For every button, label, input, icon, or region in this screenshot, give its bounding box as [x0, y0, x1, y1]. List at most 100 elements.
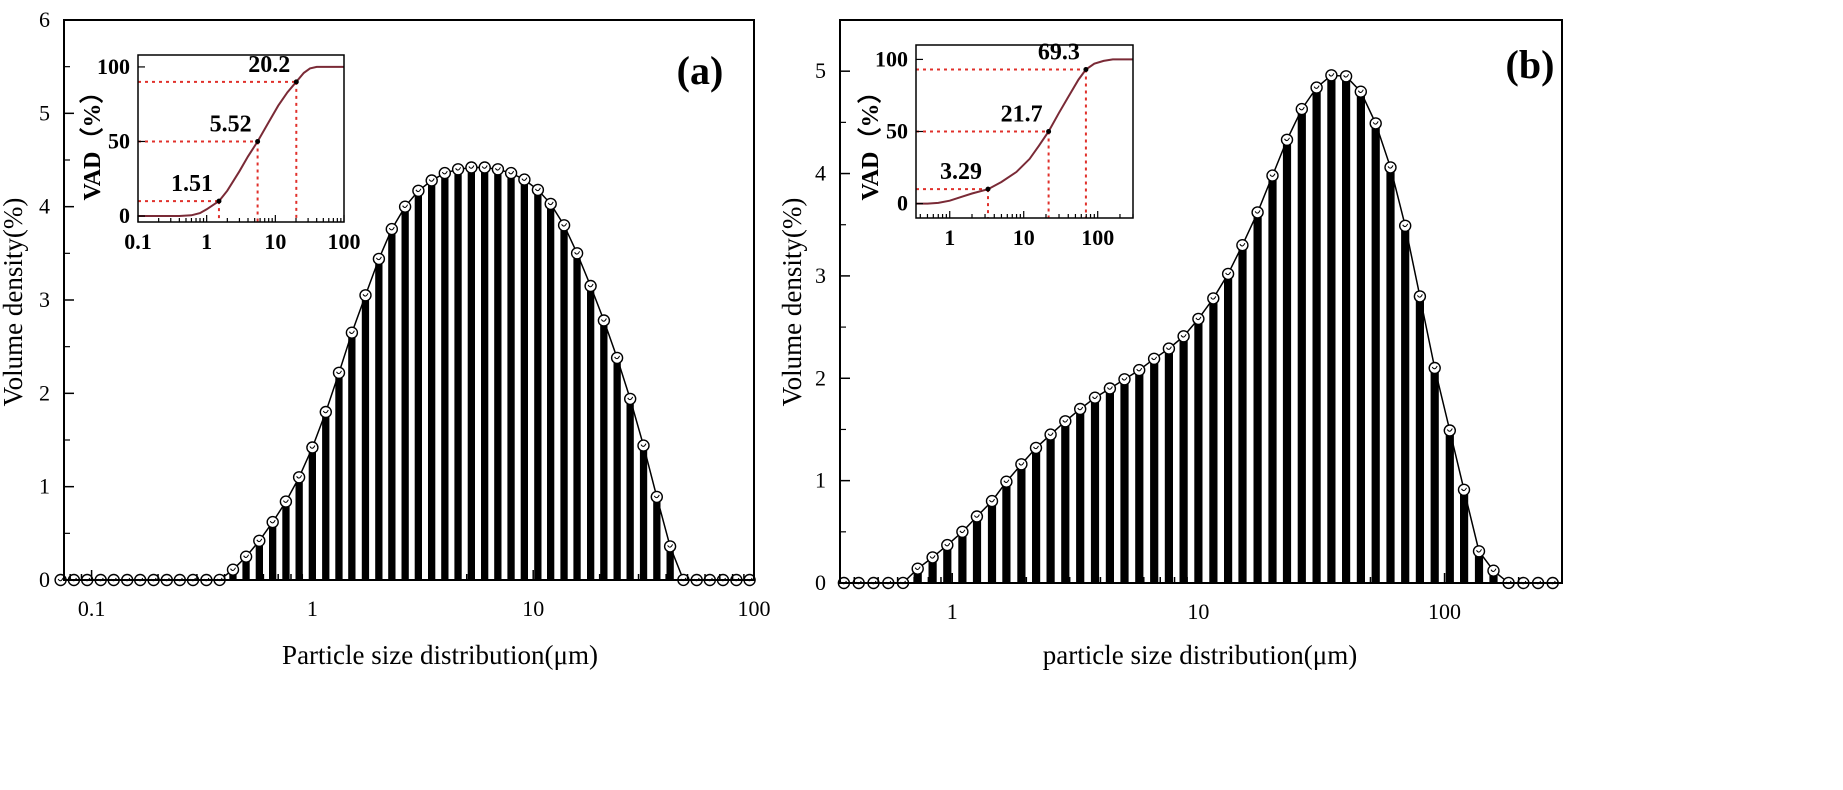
point-glyph [402, 204, 409, 208]
bar [639, 445, 648, 580]
point-circle [911, 562, 924, 575]
bar [401, 206, 409, 580]
point-glyph [989, 498, 995, 503]
data-point [650, 490, 663, 504]
marker-dot [293, 79, 299, 85]
point-glyph [309, 445, 316, 449]
marker-dot [216, 198, 222, 204]
bar [613, 357, 621, 580]
point-glyph [1180, 334, 1187, 338]
point-circle [610, 351, 624, 365]
data-point [1354, 85, 1368, 98]
point-glyph [348, 330, 355, 334]
point-glyph [944, 542, 951, 547]
point-circle [663, 540, 677, 553]
data-point [970, 510, 984, 523]
point-circle [1295, 102, 1309, 116]
point-glyph [653, 494, 660, 499]
bar [1046, 434, 1055, 583]
data-point [1044, 428, 1057, 441]
bar [547, 203, 555, 580]
bar [1135, 370, 1144, 583]
data-point [597, 314, 611, 327]
point-circle [1443, 424, 1457, 437]
x-tick-label: 100 [738, 596, 771, 621]
x-axis-title: Particle size distribution(μm) [282, 640, 598, 670]
y-axis-title: Volume density(%) [777, 198, 807, 407]
inset-y-axis-title: VAD（%） [79, 80, 106, 201]
point-circle [279, 495, 293, 508]
inset-y-axis-title: VAD（%） [857, 80, 884, 201]
point-circle [1132, 363, 1146, 377]
inset-y-tick-label: 100 [875, 46, 908, 71]
bar [1342, 76, 1351, 584]
bar [388, 229, 396, 580]
data-point [226, 563, 240, 576]
data-point [372, 252, 386, 266]
point-circle [306, 441, 319, 454]
data-point [1132, 363, 1146, 377]
point-glyph [1313, 85, 1320, 89]
point-circle [1147, 352, 1161, 365]
point-glyph [627, 396, 634, 401]
point-glyph [640, 443, 647, 447]
inset-x-tick-label: 0.1 [124, 229, 152, 254]
point-circle [637, 439, 650, 452]
point-circle [531, 183, 545, 197]
bar [414, 190, 422, 581]
plot-frame [839, 19, 1563, 584]
data-point [624, 392, 637, 406]
bar [666, 546, 674, 580]
point-circle [956, 525, 969, 538]
bar [987, 501, 997, 583]
point-glyph [1210, 296, 1217, 300]
data-point [911, 562, 924, 575]
data-point [1029, 441, 1043, 455]
point-circle [1000, 475, 1013, 488]
point-circle [1236, 238, 1249, 252]
point-circle [557, 219, 571, 232]
data-point [398, 200, 412, 213]
point-circle [1457, 483, 1471, 496]
point-circle [1413, 290, 1427, 303]
point-glyph [282, 499, 289, 503]
data-point [1472, 545, 1486, 558]
point-circle [1472, 545, 1486, 558]
point-glyph [1195, 316, 1202, 321]
bar [972, 516, 982, 583]
bar [1327, 75, 1336, 584]
point-circle [491, 163, 505, 176]
point-glyph [1431, 365, 1438, 370]
point-circle [438, 166, 451, 180]
bar [1253, 212, 1262, 583]
point-circle [650, 490, 663, 504]
data-point [1428, 361, 1441, 375]
x-tick-label: 100 [1428, 599, 1461, 624]
point-circle [597, 314, 611, 327]
bar [375, 258, 383, 580]
point-glyph [1254, 210, 1261, 214]
bar [1150, 358, 1159, 583]
point-circle [398, 200, 412, 213]
point-glyph [1106, 386, 1113, 390]
inset-frame [137, 54, 345, 223]
data-point [1162, 342, 1176, 355]
point-circle [425, 174, 438, 187]
point-circle [624, 392, 637, 406]
point-circle [1221, 267, 1235, 281]
point-circle [1088, 391, 1102, 404]
data-point [345, 326, 359, 339]
data-point [491, 163, 505, 176]
point-glyph [1151, 356, 1158, 361]
bar [1415, 296, 1424, 583]
point-circle [1369, 117, 1382, 130]
bar [308, 447, 316, 580]
marker-label: 3.29 [940, 159, 982, 185]
bar [1282, 139, 1292, 584]
data-point [1339, 70, 1353, 83]
point-circle [1162, 342, 1176, 355]
point-circle [1029, 441, 1043, 455]
data-point [1325, 69, 1338, 82]
inset-background [138, 55, 344, 222]
